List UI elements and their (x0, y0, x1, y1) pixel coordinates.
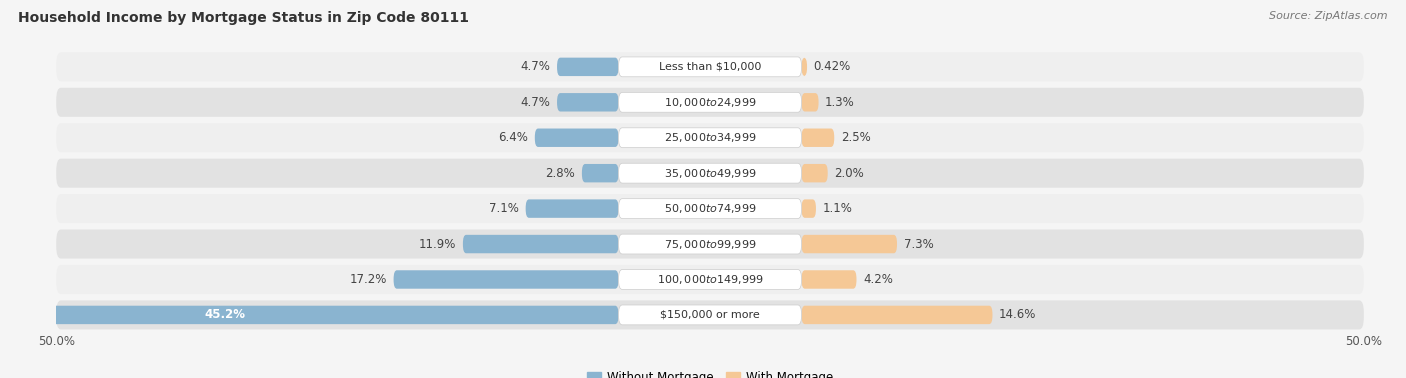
FancyBboxPatch shape (56, 52, 1364, 81)
FancyBboxPatch shape (619, 163, 801, 183)
FancyBboxPatch shape (56, 265, 1364, 294)
FancyBboxPatch shape (56, 88, 1364, 117)
FancyBboxPatch shape (801, 93, 818, 112)
FancyBboxPatch shape (56, 229, 1364, 259)
Text: $50,000 to $74,999: $50,000 to $74,999 (664, 202, 756, 215)
Text: $100,000 to $149,999: $100,000 to $149,999 (657, 273, 763, 286)
FancyBboxPatch shape (56, 194, 1364, 223)
Text: 2.8%: 2.8% (546, 167, 575, 180)
FancyBboxPatch shape (801, 306, 993, 324)
FancyBboxPatch shape (582, 164, 619, 183)
FancyBboxPatch shape (557, 57, 619, 76)
Text: Source: ZipAtlas.com: Source: ZipAtlas.com (1270, 11, 1388, 21)
FancyBboxPatch shape (801, 200, 815, 218)
FancyBboxPatch shape (801, 235, 897, 253)
FancyBboxPatch shape (394, 270, 619, 289)
Text: $150,000 or more: $150,000 or more (661, 310, 759, 320)
FancyBboxPatch shape (463, 235, 619, 253)
FancyBboxPatch shape (619, 234, 801, 254)
FancyBboxPatch shape (56, 159, 1364, 188)
Text: 45.2%: 45.2% (205, 308, 246, 321)
FancyBboxPatch shape (557, 93, 619, 112)
FancyBboxPatch shape (619, 199, 801, 218)
FancyBboxPatch shape (56, 301, 1364, 330)
FancyBboxPatch shape (534, 129, 619, 147)
Text: 2.5%: 2.5% (841, 131, 870, 144)
Text: $25,000 to $34,999: $25,000 to $34,999 (664, 131, 756, 144)
Text: 4.7%: 4.7% (520, 60, 551, 73)
Text: Household Income by Mortgage Status in Zip Code 80111: Household Income by Mortgage Status in Z… (18, 11, 470, 25)
Text: 11.9%: 11.9% (419, 237, 457, 251)
FancyBboxPatch shape (526, 200, 619, 218)
FancyBboxPatch shape (801, 57, 807, 76)
Text: 6.4%: 6.4% (498, 131, 529, 144)
Text: 1.1%: 1.1% (823, 202, 852, 215)
Text: 1.3%: 1.3% (825, 96, 855, 109)
FancyBboxPatch shape (619, 57, 801, 77)
Text: 14.6%: 14.6% (1000, 308, 1036, 321)
FancyBboxPatch shape (619, 92, 801, 112)
Text: $10,000 to $24,999: $10,000 to $24,999 (664, 96, 756, 109)
FancyBboxPatch shape (619, 270, 801, 290)
Text: $35,000 to $49,999: $35,000 to $49,999 (664, 167, 756, 180)
Text: 7.3%: 7.3% (904, 237, 934, 251)
FancyBboxPatch shape (801, 129, 834, 147)
Text: 4.7%: 4.7% (520, 96, 551, 109)
Text: 0.42%: 0.42% (814, 60, 851, 73)
FancyBboxPatch shape (56, 123, 1364, 152)
FancyBboxPatch shape (28, 306, 619, 324)
FancyBboxPatch shape (619, 128, 801, 148)
Text: $75,000 to $99,999: $75,000 to $99,999 (664, 237, 756, 251)
Text: 2.0%: 2.0% (834, 167, 865, 180)
Text: 17.2%: 17.2% (350, 273, 387, 286)
FancyBboxPatch shape (619, 305, 801, 325)
Text: Less than $10,000: Less than $10,000 (659, 62, 761, 72)
FancyBboxPatch shape (801, 164, 828, 183)
FancyBboxPatch shape (801, 270, 856, 289)
Legend: Without Mortgage, With Mortgage: Without Mortgage, With Mortgage (582, 367, 838, 378)
Text: 4.2%: 4.2% (863, 273, 893, 286)
Text: 7.1%: 7.1% (489, 202, 519, 215)
